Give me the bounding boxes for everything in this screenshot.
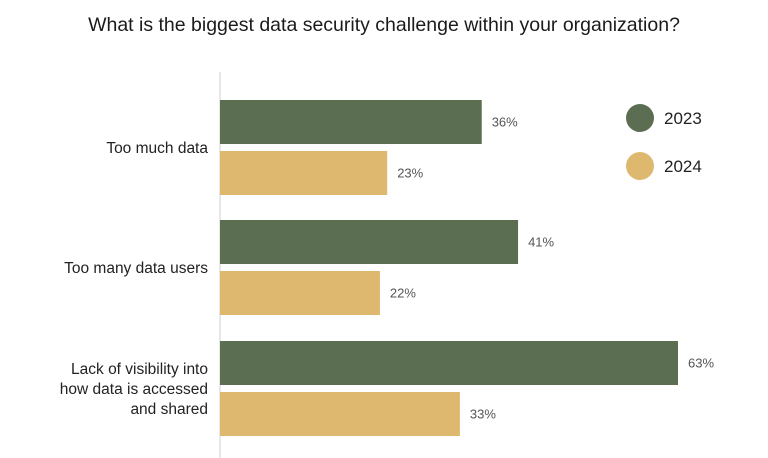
legend-swatch-2023 [626,104,654,132]
data-label-2023-1: 41% [528,235,554,250]
bar-2023-2 [220,341,678,385]
data-label-2024-1: 22% [390,286,416,301]
legend: 2023 2024 [626,104,702,180]
bar-2023-1 [220,220,519,264]
data-label-2024-2: 33% [470,407,496,422]
data-label-2023-0: 36% [492,115,518,130]
data-label-2024-0: 23% [397,166,423,181]
category-label-0: Too much data [106,140,208,157]
bars-group: 36% 23% 41% 22% 63% 33% [220,100,714,436]
bar-2024-2 [220,392,460,436]
legend-label-2024: 2024 [664,157,702,176]
bar-2024-1 [220,271,380,315]
category-label-2: Lack of visibility into how data is acces… [60,361,208,418]
legend-swatch-2024 [626,152,654,180]
category-label-1: Too many data users [64,260,208,277]
legend-label-2023: 2023 [664,109,702,128]
bar-2023-0 [220,100,482,144]
category-labels: Too much data Too many data users Lack of … [60,140,209,418]
data-label-2023-2: 63% [688,356,714,371]
bar-2024-0 [220,151,388,195]
chart-title: What is the biggest data security challe… [88,14,680,36]
